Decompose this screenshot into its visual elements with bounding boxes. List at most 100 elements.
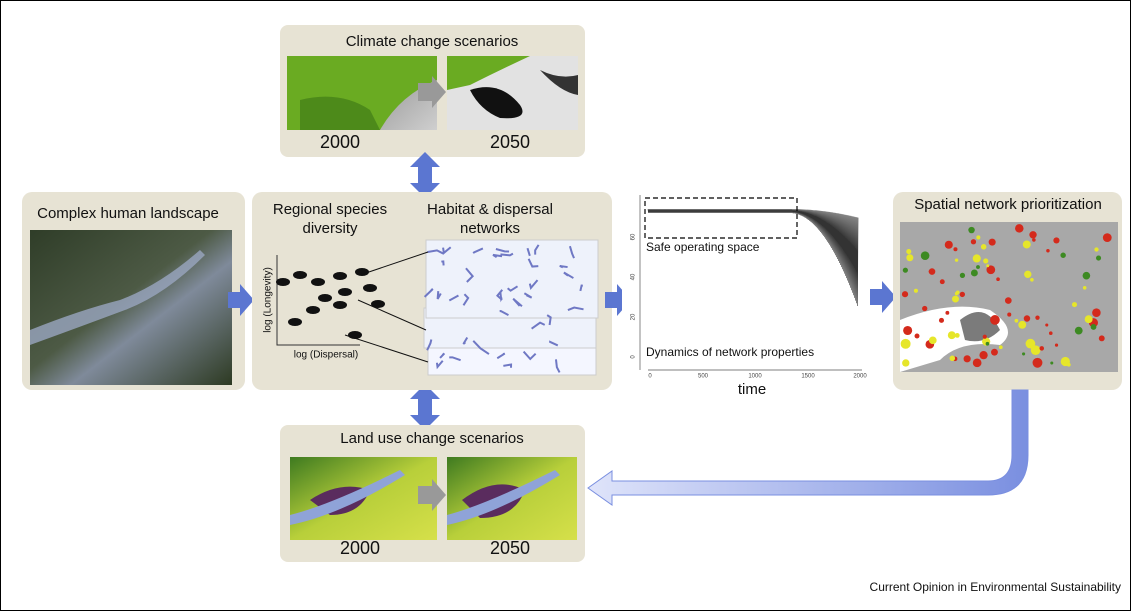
y-axis-label: log (Longevity)	[263, 267, 274, 333]
species-icon	[333, 301, 347, 309]
priority-spot	[1082, 271, 1091, 280]
network-edge	[528, 279, 539, 290]
priority-spot	[945, 310, 950, 315]
network-edge	[526, 247, 531, 257]
network-edge	[423, 288, 434, 298]
priority-spot	[970, 239, 977, 245]
network-edge	[512, 297, 523, 307]
priority-spot	[963, 355, 971, 363]
priority-spot	[985, 341, 990, 346]
priority-spot	[1048, 331, 1053, 336]
priority-spot	[988, 238, 996, 246]
priority-spot	[976, 235, 981, 240]
priority-spot	[1039, 346, 1045, 351]
priority-spot	[1015, 224, 1024, 233]
priority-spot	[914, 333, 920, 339]
priority-spot	[1030, 277, 1034, 282]
network-edge	[507, 285, 519, 292]
priority-spot	[902, 267, 908, 273]
network-edge	[449, 356, 461, 362]
network-edge	[549, 340, 559, 347]
priority-spot	[900, 338, 911, 349]
prioritization-map	[900, 222, 1118, 372]
network-edge	[523, 292, 533, 299]
priority-spot	[959, 272, 966, 278]
priority-spot	[1023, 315, 1031, 322]
priority-spot	[954, 258, 959, 262]
priority-spot	[1095, 255, 1102, 261]
x-axis-label: log (Dispersal)	[294, 350, 358, 361]
species-icon	[355, 268, 369, 276]
climate-title: Climate change scenarios	[346, 33, 519, 50]
priority-spot	[1030, 345, 1041, 355]
priority-spot	[979, 351, 988, 360]
priority-spot	[906, 254, 914, 262]
network-edge	[426, 339, 433, 351]
priority-spot	[1071, 302, 1078, 308]
arrow	[228, 284, 254, 316]
landscape-title: Complex human landscape	[37, 205, 219, 222]
priority-spot	[1024, 270, 1032, 279]
priority-spot	[954, 291, 959, 296]
priority-spot	[938, 317, 945, 323]
dynamics-panel	[622, 190, 878, 392]
land-use-image-2050	[447, 457, 577, 540]
priority-spot	[1022, 240, 1031, 249]
network-edge	[427, 249, 444, 255]
priority-spot	[1098, 335, 1105, 342]
network-layers	[344, 239, 599, 376]
priority-spot	[1050, 361, 1054, 365]
priority-spot	[901, 291, 909, 298]
network-edge	[462, 336, 469, 345]
species-icon	[306, 306, 320, 314]
species-icon	[311, 278, 325, 286]
priority-spot	[902, 359, 910, 367]
network-edge	[531, 321, 546, 330]
priority-spot	[996, 277, 1000, 282]
return-arrow	[587, 389, 1029, 506]
priority-spot	[976, 265, 980, 269]
priority-spot	[1092, 308, 1101, 317]
land-use-label: 2000	[340, 538, 380, 558]
climate-image-2050	[447, 56, 578, 130]
priority-spot	[1094, 247, 1099, 252]
safe-space-box	[644, 197, 798, 239]
priority-spot	[990, 315, 1000, 325]
priority-spot	[1074, 326, 1083, 335]
network-edge	[495, 248, 510, 253]
climate-label: 2050	[490, 132, 530, 152]
dynamics-line	[647, 209, 859, 307]
climate-label: 2000	[320, 132, 360, 152]
network-edge	[503, 363, 513, 368]
priority-spot	[922, 305, 928, 312]
prioritization-title: Spatial network prioritization	[914, 196, 1102, 213]
land-use-title: Land use change scenarios	[340, 430, 523, 447]
network-edge	[500, 252, 514, 257]
network-edge	[579, 284, 583, 292]
species-title: diversity	[302, 220, 358, 237]
priority-spot	[1084, 315, 1093, 324]
x-tick-label: 1500	[801, 374, 815, 380]
arrow	[418, 479, 446, 511]
priority-spot	[1029, 231, 1037, 239]
dynamics-axes	[639, 195, 862, 371]
x-tick-label: 1000	[748, 374, 762, 380]
land-use-label: 2050	[490, 538, 530, 558]
priority-spot	[982, 334, 987, 339]
priority-spot	[928, 336, 937, 345]
network-edge	[568, 245, 575, 259]
network-edge	[567, 306, 584, 311]
priority-spot	[903, 325, 913, 336]
network-edge	[492, 253, 503, 259]
y-tick-label: 60	[631, 233, 637, 240]
double-arrow	[410, 384, 440, 430]
priority-spot	[1046, 249, 1050, 253]
priority-spot	[972, 358, 982, 368]
priority-spot	[1032, 238, 1036, 242]
land-use-image-2000	[290, 457, 437, 540]
footer-source: Current Opinion in Environmental Sustain…	[870, 580, 1121, 594]
priority-spot	[1032, 357, 1043, 368]
network-edge	[499, 309, 509, 316]
y-tick-label: 20	[631, 313, 637, 320]
